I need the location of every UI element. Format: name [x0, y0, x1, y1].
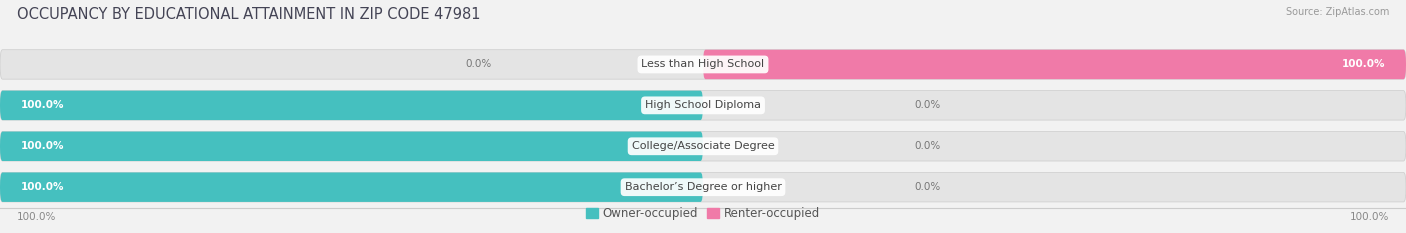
Text: 100.0%: 100.0% — [21, 141, 65, 151]
Text: 0.0%: 0.0% — [914, 100, 941, 110]
Text: Source: ZipAtlas.com: Source: ZipAtlas.com — [1285, 7, 1389, 17]
Text: 100.0%: 100.0% — [21, 100, 65, 110]
Text: College/Associate Degree: College/Associate Degree — [631, 141, 775, 151]
Text: Bachelor’s Degree or higher: Bachelor’s Degree or higher — [624, 182, 782, 192]
FancyBboxPatch shape — [0, 91, 703, 120]
FancyBboxPatch shape — [0, 50, 1406, 79]
Text: 100.0%: 100.0% — [21, 182, 65, 192]
FancyBboxPatch shape — [0, 132, 703, 161]
FancyBboxPatch shape — [0, 132, 1406, 161]
FancyBboxPatch shape — [0, 172, 703, 202]
FancyBboxPatch shape — [703, 50, 1406, 79]
FancyBboxPatch shape — [0, 91, 1406, 120]
Text: Less than High School: Less than High School — [641, 59, 765, 69]
Text: 100.0%: 100.0% — [1341, 59, 1385, 69]
Text: 0.0%: 0.0% — [914, 141, 941, 151]
Text: 100.0%: 100.0% — [17, 212, 56, 222]
Text: OCCUPANCY BY EDUCATIONAL ATTAINMENT IN ZIP CODE 47981: OCCUPANCY BY EDUCATIONAL ATTAINMENT IN Z… — [17, 7, 481, 22]
Text: 0.0%: 0.0% — [914, 182, 941, 192]
Text: 0.0%: 0.0% — [465, 59, 492, 69]
Text: 100.0%: 100.0% — [1350, 212, 1389, 222]
Text: High School Diploma: High School Diploma — [645, 100, 761, 110]
FancyBboxPatch shape — [0, 172, 1406, 202]
Legend: Owner-occupied, Renter-occupied: Owner-occupied, Renter-occupied — [581, 202, 825, 225]
